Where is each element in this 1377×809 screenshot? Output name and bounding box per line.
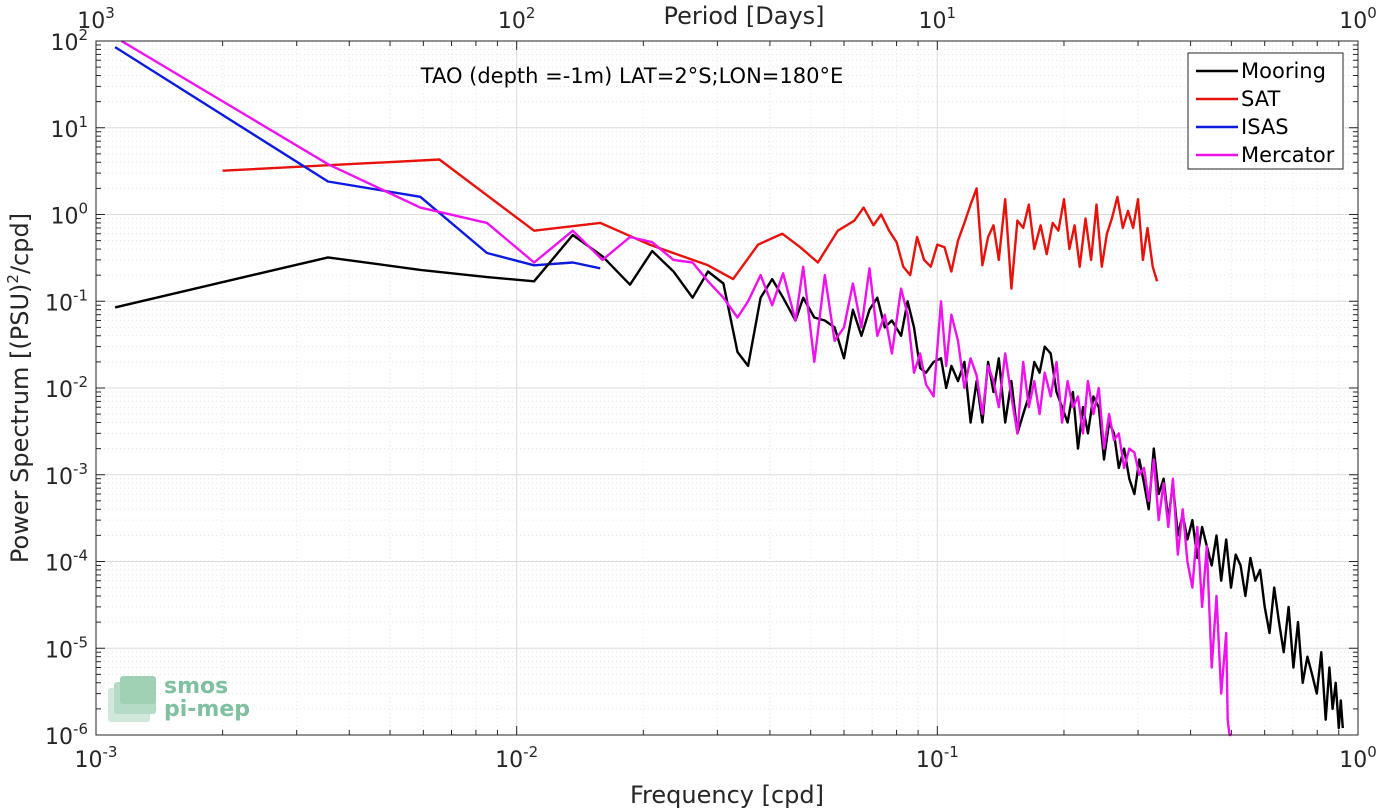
y-tick-label: 101 xyxy=(50,113,88,143)
watermark-logo: smos pi-mep xyxy=(108,674,250,722)
watermark-line2: pi-mep xyxy=(164,697,250,722)
ticks-layer xyxy=(95,40,1359,736)
x-tick-labels: 10-3 10-2 10-1 100 xyxy=(75,743,1377,773)
legend-box xyxy=(1187,52,1344,170)
y-axis-title-tail: /cpd] xyxy=(6,213,34,274)
legend-label-mercator: Mercator xyxy=(1241,143,1335,167)
y-tick-labels: 102 101 100 10-1 10-2 10-3 10-4 10-5 10-6 xyxy=(45,26,88,750)
top-tick-labels: 103 102 101 100 xyxy=(77,4,1377,34)
top-tick-label: 102 xyxy=(498,4,536,34)
series-layer xyxy=(114,39,1344,737)
top-tick-label: 103 xyxy=(77,4,115,34)
top-tick-label: 100 xyxy=(1339,4,1377,34)
y-axis-title-sup: 2 xyxy=(4,274,22,284)
watermark-line1: smos xyxy=(164,674,228,699)
x-tick-label: 10-1 xyxy=(916,743,959,773)
legend-label-sat: SAT xyxy=(1241,87,1280,111)
legend: Mooring SAT ISAS Mercator xyxy=(1187,52,1344,170)
y-tick-label: 10-1 xyxy=(45,286,88,316)
legend-items: Mooring SAT ISAS Mercator xyxy=(1196,59,1335,167)
top-tick-label: 101 xyxy=(919,4,957,34)
x-tick-label: 100 xyxy=(1339,743,1377,773)
legend-label-isas: ISAS xyxy=(1241,115,1289,139)
legend-label-mooring: Mooring xyxy=(1241,59,1326,83)
x-tick-label: 10-2 xyxy=(495,743,538,773)
x-axis-title: Frequency [cpd] xyxy=(630,781,824,809)
y-tick-label: 10-2 xyxy=(45,373,88,403)
chart-title: TAO (depth =-1m) LAT=2°S;LON=180°E xyxy=(420,64,844,88)
series-line-isas xyxy=(114,46,601,270)
y-tick-label: 10-3 xyxy=(45,460,88,490)
y-tick-label: 10-5 xyxy=(45,633,88,663)
plot-frame xyxy=(95,40,1359,736)
y-tick-label: 10-6 xyxy=(45,720,88,750)
y-tick-label: 100 xyxy=(50,200,88,230)
y-axis-title-main: Power Spectrum [(PSU) xyxy=(6,284,34,563)
top-axis-title: Period [Days] xyxy=(663,2,824,30)
series-line-sat xyxy=(222,158,1159,290)
logo-mark-icon xyxy=(108,676,156,722)
y-axis-title: Power Spectrum [(PSU)2/cpd] xyxy=(4,213,34,563)
x-tick-label: 10-3 xyxy=(75,743,118,773)
y-tick-label: 102 xyxy=(50,26,88,56)
y-tick-label: 10-4 xyxy=(45,547,88,577)
series-line-mercator xyxy=(120,39,1232,737)
